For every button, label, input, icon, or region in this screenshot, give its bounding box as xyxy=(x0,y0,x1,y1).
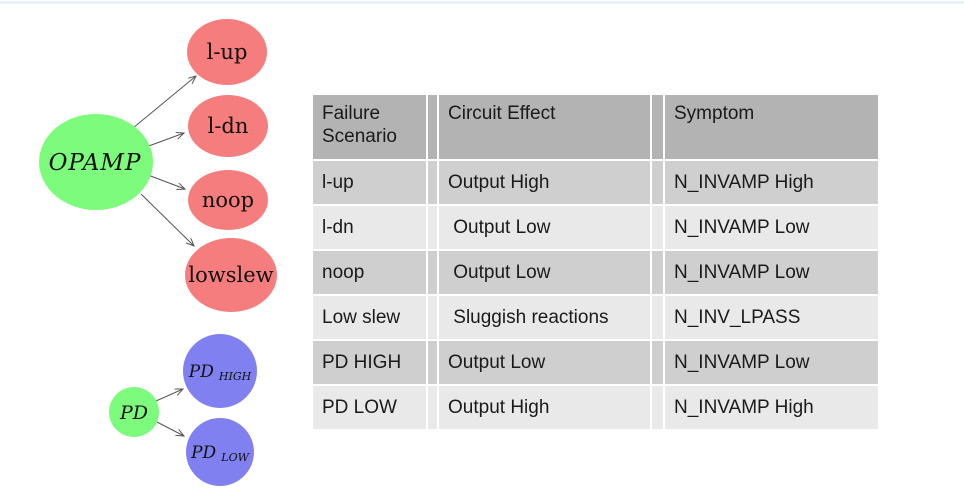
cell-effect: Output Low xyxy=(439,206,650,249)
failure-table: Failure Scenario Circuit Effect Symptom … xyxy=(311,93,880,431)
spacer-cell xyxy=(428,386,437,429)
edge-pd-pdhigh xyxy=(155,389,183,402)
pd-low-node xyxy=(186,418,254,486)
l-dn-label: l-dn xyxy=(208,114,249,138)
spacer-cell xyxy=(428,341,437,384)
edge-opamp-noop xyxy=(147,174,185,189)
spacer-cell xyxy=(652,206,663,249)
pd-high-label: PD HIGH xyxy=(188,362,252,383)
edge-opamp-lowslew xyxy=(140,193,194,246)
table-header-row: Failure Scenario Circuit Effect Symptom xyxy=(313,95,878,159)
spacer-cell xyxy=(652,296,663,339)
header-spacer-2 xyxy=(652,95,663,159)
cell-scenario: PD HIGH xyxy=(313,341,426,384)
l-up-node xyxy=(187,19,267,85)
spacer-cell xyxy=(652,251,663,294)
opamp-node xyxy=(39,114,153,210)
edge-opamp-ldn xyxy=(145,133,184,148)
noop-label: noop xyxy=(202,188,254,212)
spacer-cell xyxy=(652,341,663,384)
spacer-cell xyxy=(652,386,663,429)
table-row: PD HIGH Output Low N_INVAMP Low xyxy=(313,341,878,384)
cell-symptom: N_INVAMP Low xyxy=(665,251,878,294)
table-row: PD LOW Output High N_INVAMP High xyxy=(313,386,878,429)
pd-low-label-sub: LOW xyxy=(220,451,250,464)
noop-node xyxy=(188,170,268,230)
cell-scenario: noop xyxy=(313,251,426,294)
cell-scenario: l-dn xyxy=(313,206,426,249)
l-dn-node xyxy=(188,95,268,157)
cell-effect: Sluggish reactions xyxy=(439,296,650,339)
cell-symptom: N_INVAMP High xyxy=(665,386,878,429)
cell-effect: Output Low xyxy=(439,251,650,294)
fault-tree-edges xyxy=(132,76,196,436)
opamp-label: OPAMP xyxy=(49,150,142,176)
pd-high-label-main: PD xyxy=(188,362,214,382)
pd-low-label-main: PD xyxy=(190,443,216,463)
cell-scenario: Low slew xyxy=(313,296,426,339)
pd-low-label: PD LOW xyxy=(190,443,250,464)
edge-pd-pdlow xyxy=(156,421,184,436)
spacer-cell xyxy=(428,206,437,249)
header-symptom: Symptom xyxy=(665,95,878,159)
cell-effect: Output High xyxy=(439,161,650,204)
lowslew-node xyxy=(185,238,277,312)
header-failure-scenario: Failure Scenario xyxy=(313,95,426,159)
cell-effect: Output High xyxy=(439,386,650,429)
pd-high-label-sub: HIGH xyxy=(218,370,252,383)
cell-symptom: N_INVAMP Low xyxy=(665,206,878,249)
table-row: l-dn Output Low N_INVAMP Low xyxy=(313,206,878,249)
pd-high-node xyxy=(183,334,257,408)
l-up-label: l-up xyxy=(207,40,248,64)
table-row: Low slew Sluggish reactions N_INV_LPASS xyxy=(313,296,878,339)
cell-symptom: N_INVAMP Low xyxy=(665,341,878,384)
spacer-cell xyxy=(428,296,437,339)
cell-symptom: N_INVAMP High xyxy=(665,161,878,204)
pd-node xyxy=(109,387,159,437)
pd-label: PD xyxy=(119,402,148,424)
spacer-cell xyxy=(428,251,437,294)
spacer-cell xyxy=(428,161,437,204)
table-row: noop Output Low N_INVAMP Low xyxy=(313,251,878,294)
cell-scenario: l-up xyxy=(313,161,426,204)
lowslew-label: lowslew xyxy=(188,263,273,287)
fault-tree-diagram: OPAMP l-up l-dn noop lowslew PD PD HIGH … xyxy=(39,19,277,486)
slide-top-border xyxy=(0,1,964,4)
table-row: l-up Output High N_INVAMP High xyxy=(313,161,878,204)
cell-symptom: N_INV_LPASS xyxy=(665,296,878,339)
header-circuit-effect: Circuit Effect xyxy=(439,95,650,159)
spacer-cell xyxy=(652,161,663,204)
cell-scenario: PD LOW xyxy=(313,386,426,429)
edge-opamp-lup xyxy=(132,76,196,129)
header-spacer-1 xyxy=(428,95,437,159)
cell-effect: Output Low xyxy=(439,341,650,384)
